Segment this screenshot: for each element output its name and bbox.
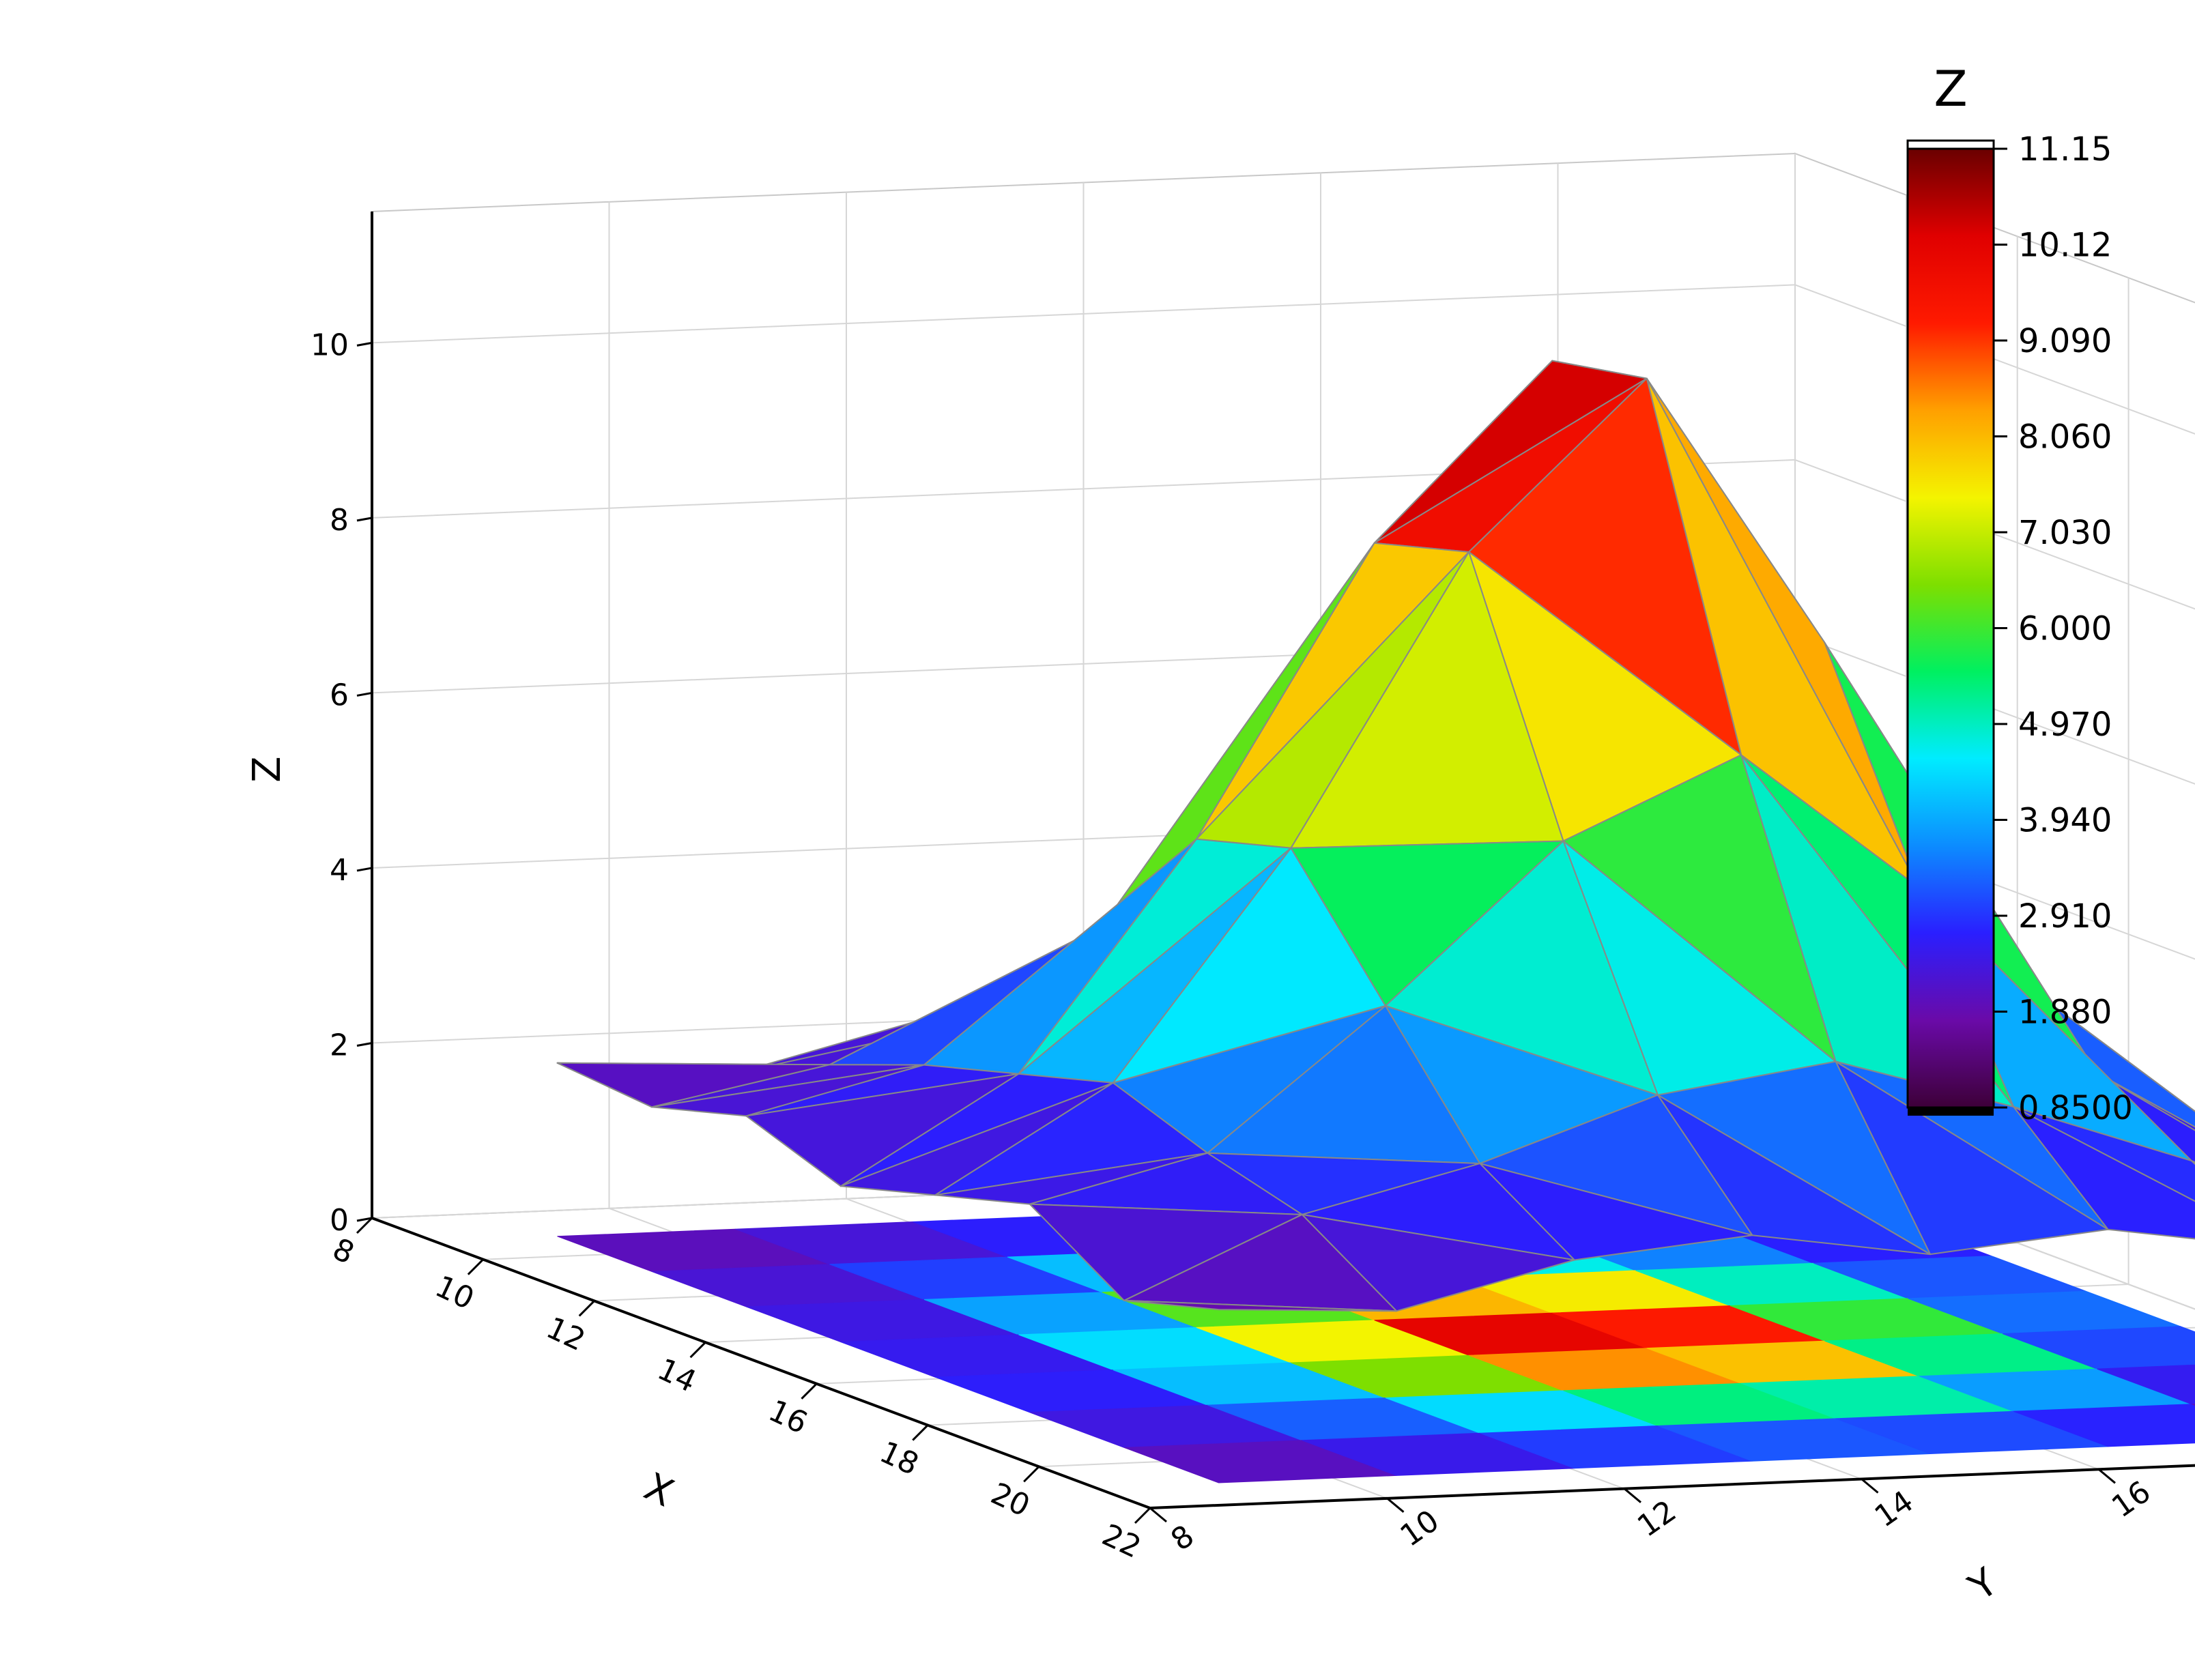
z-tick-mark — [356, 1042, 373, 1047]
surface-facet — [1123, 1299, 1398, 1312]
gridline-z — [371, 284, 2195, 435]
surface-mesh — [556, 360, 2195, 1312]
floor-contour-cell — [2002, 1326, 2195, 1370]
gridline-z — [371, 459, 2195, 610]
x-tick-mark — [1023, 1466, 1040, 1483]
x-tick-mark — [1134, 1507, 1151, 1524]
z-tick-label: 4 — [330, 853, 349, 888]
x-tick-mark — [467, 1258, 484, 1275]
colorbar-label: 9.090 — [2018, 322, 2112, 360]
colorbar-gradient — [1906, 147, 1995, 1109]
z-tick-mark — [356, 1217, 373, 1222]
z-tick-label: 8 — [330, 503, 349, 538]
x-tick-mark — [689, 1342, 706, 1359]
colorbar-label: 6.000 — [2018, 610, 2112, 648]
z-tick-label: 6 — [330, 678, 349, 712]
floor-contour-cell — [2013, 1404, 2195, 1447]
z-tick-mark — [356, 867, 373, 872]
floor-contour-cell — [2191, 1403, 2195, 1406]
x-tick-label: 18 — [874, 1434, 923, 1482]
x-axis-title: X — [637, 1464, 680, 1516]
z-tick-mark — [356, 341, 373, 347]
colorbar-label: 11.15 — [2018, 130, 2112, 169]
colorbar-label: 8.060 — [2018, 418, 2112, 457]
x-tick-mark — [356, 1217, 373, 1234]
x-tick-label: 16 — [763, 1393, 812, 1441]
x-tick-label: 22 — [1097, 1518, 1146, 1565]
colorbar-label: 3.940 — [2018, 802, 2112, 840]
colorbar-title: Z — [1934, 60, 1967, 117]
colorbar-label: 10.12 — [2018, 227, 2112, 265]
z-tick-mark — [356, 517, 373, 522]
x-tick-mark — [912, 1424, 929, 1441]
x-tick-label: 20 — [986, 1476, 1035, 1524]
y-tick-mark — [1386, 1497, 1405, 1513]
colorbar-label: 2.910 — [2018, 897, 2112, 936]
x-tick-label: 10 — [430, 1269, 479, 1317]
z-tick-label: 10 — [311, 328, 349, 362]
x-tick-label: 12 — [541, 1310, 590, 1358]
z-tick-label: 2 — [330, 1028, 349, 1062]
y-tick-mark — [1861, 1478, 1879, 1494]
colorbar-label: 0.8500 — [2018, 1089, 2133, 1127]
z-tick-mark — [356, 691, 373, 697]
colorbar-top-cap — [1906, 139, 1995, 150]
colorbar-label: 1.880 — [2018, 994, 2112, 1032]
colorbar-label: 4.970 — [2018, 706, 2112, 744]
colorbar: Z 11.15 10.12 9.090 8.060 7.030 6.000 4.970 3.9… — [1906, 60, 2133, 1127]
x-axis-line — [371, 1217, 1151, 1509]
z-tick-label: 0 — [330, 1203, 349, 1238]
z-axis-title: Z — [245, 756, 289, 782]
x-tick-mark — [801, 1382, 818, 1400]
colorbar-bottom-cap — [1908, 1107, 1994, 1116]
y-tick-mark — [1149, 1507, 1167, 1523]
x-tick-mark — [578, 1300, 595, 1317]
colorbar-label: 7.030 — [2018, 514, 2112, 552]
floor-contour-cell — [2097, 1364, 2195, 1405]
y-tick-mark — [1624, 1488, 1641, 1503]
x-tick-label: 14 — [652, 1352, 702, 1400]
y-tick-label: 8 — [1165, 1518, 1201, 1558]
y-tick-mark — [2098, 1468, 2116, 1484]
y-axis-title: Y — [1960, 1560, 2006, 1610]
